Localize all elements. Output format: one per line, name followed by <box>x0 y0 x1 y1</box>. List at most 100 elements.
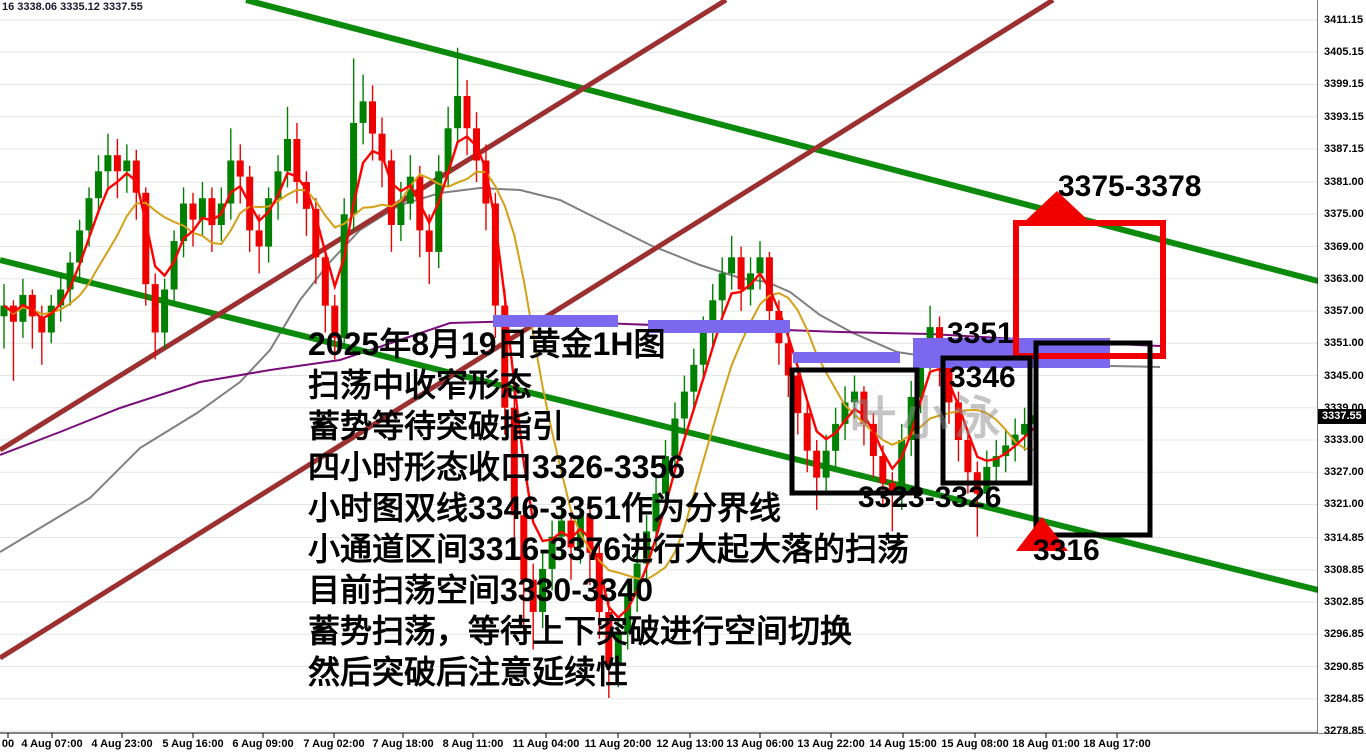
candle-body <box>85 198 93 231</box>
candle-body <box>274 171 282 199</box>
candle-body <box>387 160 395 225</box>
annotation-line: 蓄势等待突破指引 <box>308 408 565 444</box>
price-axis-label: 3351.00 <box>1324 337 1364 349</box>
price-axis-label: 3381.00 <box>1324 176 1364 188</box>
time-axis-label: 5 Aug 16:00 <box>162 738 224 750</box>
time-axis-label: 7 Aug 02:00 <box>303 738 365 750</box>
range-box-black <box>1033 340 1153 538</box>
candle-body <box>624 595 632 634</box>
time-axis-label: 14 Aug 15:00 <box>869 738 937 750</box>
candle-body <box>737 257 745 290</box>
price-axis-label: 3393.15 <box>1324 111 1364 123</box>
upper-line-label: 3351 <box>947 317 1014 350</box>
highlight-bar <box>493 315 618 327</box>
candle-body <box>397 203 405 225</box>
candle-body <box>907 397 915 440</box>
direction-arrow <box>1022 191 1092 224</box>
candle-body <box>132 160 140 193</box>
candle-body <box>747 273 754 290</box>
time-axis-label: 8 Aug 11:00 <box>442 738 504 750</box>
candle-body <box>888 483 896 494</box>
price-axis-label: 3369.00 <box>1324 241 1364 253</box>
candle-body <box>633 563 641 596</box>
annotation-line: 目前扫荡空间3330-3340 <box>308 572 654 608</box>
time-axis-label: 15 Aug 08:00 <box>941 738 1009 750</box>
price-axis-label: 3321.00 <box>1324 498 1364 510</box>
price-axis-label: 3296.85 <box>1324 628 1364 640</box>
candle-body <box>38 316 46 333</box>
candle-body <box>198 198 206 220</box>
candle-body <box>180 203 187 242</box>
annotation-line: 小时图双线3346-3351作为分界线 <box>308 490 782 526</box>
candle-body <box>227 160 235 204</box>
candle-body <box>463 96 471 129</box>
annotation-line: 然后突破后注意延续性 <box>308 654 629 690</box>
ma-mid-line <box>3 170 1035 581</box>
candle-body <box>794 375 802 414</box>
candle-body <box>586 515 594 553</box>
candle-body <box>680 391 688 419</box>
candle-body <box>718 273 726 301</box>
candle-body <box>964 440 972 473</box>
price-axis-label: 3411.15 <box>1324 14 1364 26</box>
price-axis[interactable]: 3411.15 3405.15 3399.15 3393.15 3387.15 3381.… <box>1318 0 1366 737</box>
candle-body <box>425 230 433 252</box>
candle-body <box>699 332 707 365</box>
maroon-b-trendline <box>0 0 1055 661</box>
candle-body <box>284 139 291 172</box>
candle-body <box>76 230 84 263</box>
green-upper-trendline <box>245 0 1319 284</box>
candle-body <box>879 456 887 483</box>
candle-body <box>0 305 8 317</box>
maroon-a-trendline <box>0 0 728 453</box>
candle-body <box>529 579 537 612</box>
candle-body <box>643 531 651 564</box>
candle-body <box>520 515 528 580</box>
candle-body <box>331 305 339 338</box>
candle-body <box>869 423 877 457</box>
channel-low-label: 3316 <box>1033 534 1100 567</box>
time-axis-label: 13 Aug 06:00 <box>726 738 794 750</box>
range-box-black <box>940 355 1033 486</box>
candle-body <box>510 407 518 516</box>
price-axis-label: 3399.15 <box>1324 78 1364 90</box>
annotation-line: 四小时形态收口3326-3356 <box>308 449 686 485</box>
candle-body <box>482 160 490 204</box>
candle-body <box>983 466 991 494</box>
candle-body <box>992 456 1000 467</box>
candle-body <box>189 203 197 220</box>
candle-body <box>539 569 547 612</box>
candle-body <box>378 133 386 161</box>
candle-body <box>1011 434 1019 446</box>
price-axis-label: 3290.85 <box>1324 661 1364 673</box>
candle-body <box>709 300 717 333</box>
price-axis-label: 3314.85 <box>1324 532 1364 544</box>
candle-body <box>293 139 301 182</box>
candle-body <box>444 128 452 172</box>
candle-body <box>57 289 65 306</box>
time-axis[interactable]: 00 4 Aug 07:00 4 Aug 23:00 5 Aug 16:00 6 Aug… <box>0 737 1366 756</box>
candle-body <box>765 257 773 311</box>
price-axis-label: 3302.85 <box>1324 596 1364 608</box>
candle-body <box>690 364 698 392</box>
candle-body <box>435 171 443 252</box>
time-axis-label: 18 Aug 01:00 <box>1012 738 1080 750</box>
direction-arrow <box>1016 517 1068 551</box>
price-axis-label: 3363.00 <box>1324 273 1364 285</box>
candle-body <box>1021 423 1029 435</box>
candle-body <box>1002 445 1010 457</box>
candle-body <box>501 305 509 408</box>
highlight-bar <box>648 320 790 333</box>
annotation-line: 蓄势扫荡，等待上下突破进行空间切换 <box>308 613 853 649</box>
candle-body <box>954 402 962 440</box>
candle-body <box>662 456 669 494</box>
candle-body <box>756 257 764 274</box>
price-axis-label: 3333.00 <box>1324 434 1364 446</box>
candle-body <box>784 343 792 376</box>
watermark: 叶小泳 <box>850 392 1006 444</box>
candle-body <box>558 520 565 537</box>
candle-body <box>113 155 121 172</box>
time-axis-label: 4 Aug 07:00 <box>21 738 83 750</box>
